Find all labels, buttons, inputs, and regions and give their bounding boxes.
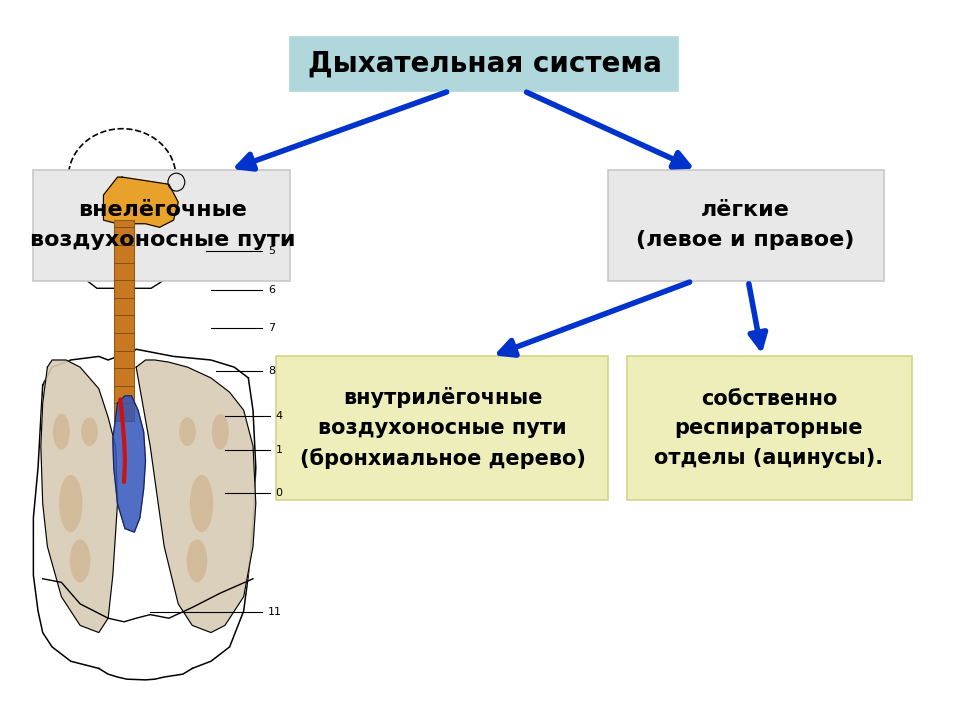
Text: 5: 5 (268, 246, 275, 256)
Text: 6: 6 (268, 284, 275, 294)
Text: 0: 0 (276, 487, 282, 498)
Polygon shape (41, 360, 117, 633)
Text: внутрилёгочные
воздухоносные пути
(бронхиальное дерево): внутрилёгочные воздухоносные пути (бронх… (300, 387, 586, 469)
Ellipse shape (190, 474, 213, 532)
Ellipse shape (180, 418, 196, 446)
Text: лёгкие
(левое и правое): лёгкие (левое и правое) (636, 200, 854, 250)
Ellipse shape (186, 539, 207, 582)
FancyBboxPatch shape (34, 170, 290, 281)
Polygon shape (113, 396, 146, 532)
Polygon shape (136, 360, 255, 633)
Text: 1: 1 (276, 445, 282, 454)
Text: Дыхательная система: Дыхательная система (308, 50, 661, 78)
Text: внелёгочные
воздухоносные пути: внелёгочные воздухоносные пути (30, 200, 295, 250)
Text: 4: 4 (276, 411, 282, 421)
Ellipse shape (53, 414, 70, 450)
FancyBboxPatch shape (608, 170, 884, 281)
Polygon shape (104, 177, 179, 228)
FancyBboxPatch shape (290, 37, 678, 91)
Ellipse shape (70, 539, 90, 582)
FancyBboxPatch shape (276, 356, 608, 500)
Text: 7: 7 (268, 323, 276, 333)
Ellipse shape (60, 474, 83, 532)
Text: собственно
респираторные
отделы (ацинусы).: собственно респираторные отделы (ацинусы… (655, 389, 883, 468)
FancyBboxPatch shape (627, 356, 912, 500)
FancyBboxPatch shape (113, 220, 134, 421)
Ellipse shape (81, 418, 98, 446)
Ellipse shape (212, 414, 228, 450)
Text: 8: 8 (268, 366, 276, 376)
Text: 11: 11 (268, 608, 282, 618)
